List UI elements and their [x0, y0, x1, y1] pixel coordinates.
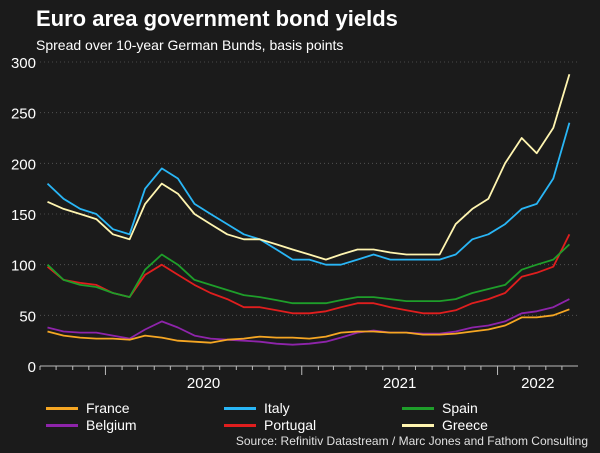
- series-line-belgium: [47, 298, 570, 346]
- x-tick-label: 2022: [521, 375, 554, 392]
- chart-subtitle: Spread over 10-year German Bunds, basis …: [36, 37, 344, 53]
- legend-item-greece: Greece: [402, 417, 488, 433]
- x-tick-label: 2021: [383, 375, 416, 392]
- legend-label-greece: Greece: [442, 417, 488, 433]
- y-tick-label: 200: [11, 156, 36, 173]
- series-line-spain: [46, 243, 571, 305]
- legend-item-italy: Italy: [224, 400, 290, 416]
- y-tick-label: 50: [19, 308, 36, 325]
- series-line-portugal: [46, 233, 571, 315]
- legend-swatch-spain: [402, 406, 434, 410]
- series-line-italy: [46, 122, 571, 266]
- y-tick-label: 250: [11, 106, 36, 123]
- y-tick-label: 0: [28, 359, 36, 376]
- y-tick-label: 100: [11, 258, 36, 275]
- series-line-france: [47, 308, 570, 344]
- legend-item-portugal: Portugal: [224, 417, 316, 433]
- source-note: Source: Refinitiv Datastream / Marc Jone…: [235, 434, 588, 448]
- legend-swatch-belgium: [46, 423, 78, 427]
- y-tick-label: 150: [11, 207, 36, 224]
- legend-label-france: France: [86, 400, 130, 416]
- line-chart: 0 50 100 150 200 250 300 2020 2021 2022: [11, 55, 578, 392]
- legend-label-portugal: Portugal: [264, 417, 317, 433]
- legend-item-france: France: [46, 400, 130, 416]
- legend-label-italy: Italy: [264, 400, 290, 416]
- legend-item-belgium: Belgium: [46, 417, 137, 433]
- series-line-greece: [47, 73, 571, 261]
- y-tick-label: 300: [11, 55, 36, 72]
- legend-label-spain: Spain: [442, 400, 478, 416]
- legend-swatch-portugal: [224, 423, 256, 427]
- legend-label-belgium: Belgium: [86, 417, 137, 433]
- chart-legend: France Italy Spain Belgium Portugal Gree…: [0, 400, 600, 436]
- legend-item-spain: Spain: [402, 400, 478, 416]
- legend-swatch-france: [46, 406, 78, 410]
- legend-swatch-italy: [224, 406, 256, 410]
- x-tick-label: 2020: [187, 375, 220, 392]
- legend-swatch-greece: [402, 423, 434, 427]
- chart-title: Euro area government bond yields: [36, 6, 398, 31]
